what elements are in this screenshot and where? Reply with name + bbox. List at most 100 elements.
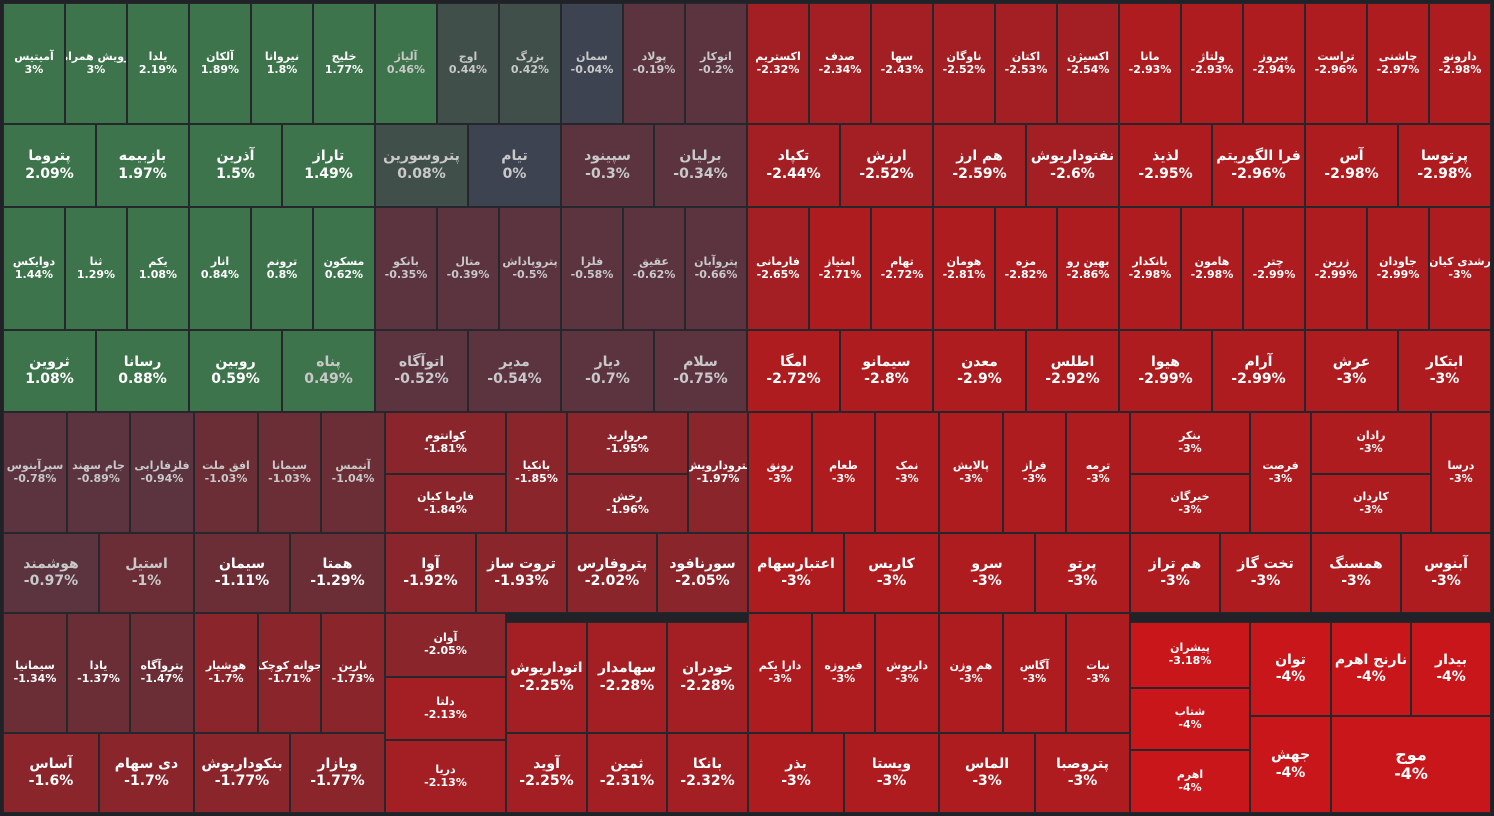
heatmap-tile[interactable]: داریوش -3% — [875, 613, 939, 733]
heatmap-tile[interactable]: تکپاد -2.44% — [747, 124, 840, 207]
heatmap-tile[interactable]: معدن -2.9% — [933, 330, 1026, 412]
heatmap-tile[interactable]: الماس -3% — [939, 733, 1035, 813]
heatmap-tile[interactable]: نارنج اهرم -4% — [1331, 622, 1411, 716]
heatmap-tile[interactable]: سیمان -1.11% — [194, 533, 290, 613]
heatmap-tile[interactable]: ابتکار -3% — [1398, 330, 1491, 412]
heatmap-tile[interactable]: کوانتوم -1.81% — [385, 412, 506, 474]
heatmap-tile[interactable]: پیشران -3.18% — [1130, 622, 1250, 688]
heatmap-tile[interactable]: ناوگان -2.52% — [933, 3, 995, 124]
heatmap-tile[interactable]: هم تراز -3% — [1130, 533, 1220, 613]
heatmap-tile[interactable]: روبین 0.59% — [189, 330, 282, 412]
heatmap-tile[interactable]: بنکر -3% — [1130, 412, 1250, 474]
heatmap-tile[interactable]: آلیاژ 0.46% — [375, 3, 437, 124]
heatmap-tile[interactable]: تروت ساز -1.93% — [476, 533, 567, 613]
heatmap-tile[interactable]: جوانه کوچک -1.71% — [258, 613, 321, 733]
heatmap-tile[interactable]: دارا یکم -3% — [748, 613, 812, 733]
heatmap-tile[interactable]: پناه 0.49% — [282, 330, 375, 412]
heatmap-tile[interactable]: موج -4% — [1331, 716, 1491, 813]
heatmap-tile[interactable]: ولتاژ -2.93% — [1181, 3, 1243, 124]
heatmap-tile[interactable]: اوج 0.44% — [437, 3, 499, 124]
heatmap-tile[interactable]: رادان -3% — [1311, 412, 1431, 474]
heatmap-tile[interactable]: بزرگ 0.42% — [499, 3, 561, 124]
heatmap-tile[interactable]: رونق -3% — [748, 412, 812, 533]
heatmap-tile[interactable]: رشدی کیان -3% — [1429, 207, 1491, 330]
heatmap-tile[interactable]: فیروزه -3% — [812, 613, 875, 733]
heatmap-tile[interactable]: هوشیار -1.7% — [194, 613, 258, 733]
heatmap-tile[interactable]: وبازار -1.77% — [290, 733, 385, 813]
heatmap-tile[interactable]: رویش همراه 3% — [65, 3, 127, 124]
heatmap-tile[interactable]: امتیاز -2.71% — [809, 207, 871, 330]
heatmap-tile[interactable]: دی سهام -1.7% — [99, 733, 194, 813]
heatmap-tile[interactable]: نارین -1.73% — [321, 613, 385, 733]
heatmap-tile[interactable]: یکم 1.08% — [127, 207, 189, 330]
heatmap-tile[interactable]: ویستا -3% — [844, 733, 939, 813]
heatmap-tile[interactable]: پتروسورین 0.08% — [375, 124, 468, 207]
heatmap-tile[interactable]: چتر -2.99% — [1243, 207, 1305, 330]
heatmap-tile[interactable]: همسنگ -3% — [1311, 533, 1401, 613]
heatmap-tile[interactable]: هامون -2.98% — [1181, 207, 1243, 330]
heatmap-tile[interactable]: آساس -1.6% — [3, 733, 99, 813]
heatmap-tile[interactable]: آمیتیس 3% — [3, 3, 65, 124]
heatmap-tile[interactable]: بنکوداریوش -1.77% — [194, 733, 290, 813]
heatmap-tile[interactable]: اتوآگاه -0.52% — [375, 330, 468, 412]
heatmap-tile[interactable]: سپرآبنوس -0.78% — [3, 412, 67, 533]
heatmap-tile[interactable]: مانا -2.93% — [1119, 3, 1181, 124]
heatmap-tile[interactable]: تهام -2.72% — [871, 207, 933, 330]
heatmap-tile[interactable]: همتا -1.29% — [290, 533, 385, 613]
heatmap-tile[interactable]: سیمانو -2.8% — [840, 330, 933, 412]
heatmap-tile[interactable]: امگا -2.72% — [747, 330, 840, 412]
heatmap-tile[interactable]: اکسیژن -2.54% — [1057, 3, 1119, 124]
heatmap-tile[interactable]: آبنوس -3% — [1401, 533, 1491, 613]
heatmap-tile[interactable]: عرش -3% — [1305, 330, 1398, 412]
heatmap-tile[interactable]: بانکیا -1.85% — [506, 412, 567, 533]
heatmap-tile[interactable]: شتاب -4% — [1130, 688, 1250, 750]
heatmap-tile[interactable]: سرو -3% — [939, 533, 1035, 613]
heatmap-tile[interactable]: پتروآگاه -1.47% — [130, 613, 194, 733]
heatmap-tile[interactable]: یادا -1.37% — [67, 613, 130, 733]
heatmap-tile[interactable]: پتروما 2.09% — [3, 124, 96, 207]
heatmap-tile[interactable]: طعام -3% — [812, 412, 875, 533]
heatmap-tile[interactable]: نفتوداریوش -2.6% — [1026, 124, 1119, 207]
heatmap-tile[interactable]: فارما کیان -1.84% — [385, 474, 506, 533]
heatmap-tile[interactable]: مزه -2.82% — [995, 207, 1057, 330]
heatmap-tile[interactable]: بهین رو -2.86% — [1057, 207, 1119, 330]
heatmap-tile[interactable]: عقیق -0.62% — [623, 207, 685, 330]
heatmap-tile[interactable]: درسا -3% — [1431, 412, 1491, 533]
heatmap-tile[interactable]: آتیمس -1.04% — [321, 412, 385, 533]
heatmap-tile[interactable]: اعتبارسهام -3% — [748, 533, 844, 613]
heatmap-tile[interactable]: هومان -2.81% — [933, 207, 995, 330]
heatmap-tile[interactable]: فلزفارابی -0.94% — [130, 412, 194, 533]
heatmap-tile[interactable]: پتروآبان -0.66% — [685, 207, 747, 330]
heatmap-tile[interactable]: خودران -2.28% — [667, 622, 748, 733]
heatmap-tile[interactable]: پرتو -3% — [1035, 533, 1130, 613]
heatmap-tile[interactable]: تیام 0% — [468, 124, 561, 207]
heatmap-tile[interactable]: نمک -3% — [875, 412, 939, 533]
heatmap-tile[interactable]: اتوداریوش -2.25% — [506, 622, 587, 733]
heatmap-tile[interactable]: سلام -0.75% — [654, 330, 747, 412]
heatmap-tile[interactable]: پیروز -2.94% — [1243, 3, 1305, 124]
heatmap-tile[interactable]: آس -2.98% — [1305, 124, 1398, 207]
heatmap-tile[interactable]: انار 0.84% — [189, 207, 251, 330]
heatmap-tile[interactable]: رخش -1.96% — [567, 474, 688, 533]
heatmap-tile[interactable]: آوا -1.92% — [385, 533, 476, 613]
heatmap-tile[interactable]: لذیذ -2.95% — [1119, 124, 1212, 207]
heatmap-tile[interactable]: کاردان -3% — [1311, 474, 1431, 533]
heatmap-tile[interactable]: پتروصبا -3% — [1035, 733, 1130, 813]
heatmap-tile[interactable]: آوان -2.05% — [385, 613, 506, 677]
heatmap-tile[interactable]: خیرگان -3% — [1130, 474, 1250, 533]
heatmap-tile[interactable]: بذر -3% — [748, 733, 844, 813]
heatmap-tile[interactable]: پالایش -3% — [939, 412, 1003, 533]
heatmap-tile[interactable]: هم وزن -3% — [939, 613, 1003, 733]
heatmap-tile[interactable]: بانکا -2.32% — [667, 733, 748, 813]
heatmap-tile[interactable]: سمان -0.04% — [561, 3, 623, 124]
heatmap-tile[interactable]: ترونم 0.8% — [251, 207, 313, 330]
heatmap-tile[interactable]: بانکدار -2.98% — [1119, 207, 1181, 330]
heatmap-tile[interactable]: فرصت -3% — [1250, 412, 1311, 533]
heatmap-tile[interactable]: آلکان 1.89% — [189, 3, 251, 124]
heatmap-tile[interactable]: مدیر -0.54% — [468, 330, 561, 412]
heatmap-tile[interactable]: دریا -2.13% — [385, 740, 506, 813]
heatmap-tile[interactable]: بیدار -4% — [1411, 622, 1491, 716]
heatmap-tile[interactable]: افق ملت -1.03% — [194, 412, 258, 533]
heatmap-tile[interactable]: پولاد -0.19% — [623, 3, 685, 124]
heatmap-tile[interactable]: پتروپاداش -0.5% — [499, 207, 561, 330]
